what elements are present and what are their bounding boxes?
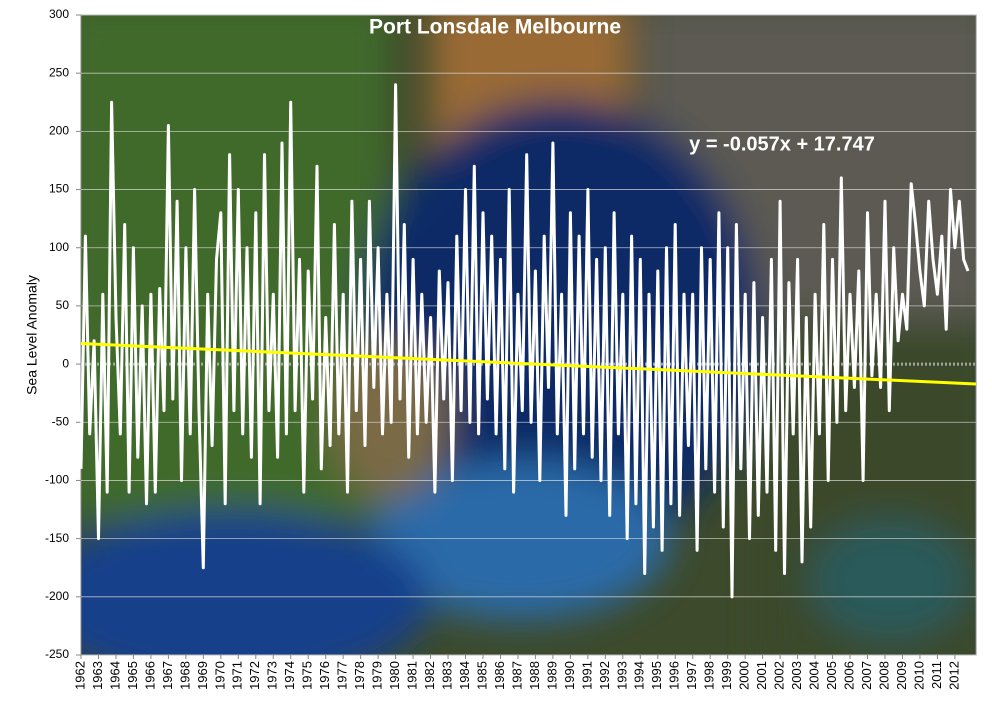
x-tick-label: 1972 [247, 661, 262, 690]
y-tick-label: 300 [49, 7, 69, 21]
x-tick-label: 1989 [544, 661, 559, 690]
x-tick-label: 1975 [300, 661, 315, 690]
x-tick-label: 1963 [90, 661, 105, 690]
x-tick-label: 1985 [474, 661, 489, 690]
x-tick-label: 1995 [649, 661, 664, 690]
trend-equation: y = -0.057x + 17.747 [689, 133, 875, 155]
x-tick-label: 2009 [894, 661, 909, 690]
x-tick-label: 1964 [107, 661, 122, 690]
data-line [79, 83, 970, 599]
x-tick-label: 1998 [702, 661, 717, 690]
chart-layer: -250 -200 -150 -100 -50 0 50 100 150 200 250 300 196… [45, 7, 977, 690]
y-axis-label: Sea Level Anomaly [24, 275, 40, 395]
x-tick-label: 2011 [929, 661, 944, 689]
x-tick-label: 2004 [807, 661, 822, 690]
x-tick-label: 1980 [387, 661, 402, 690]
x-tick-label: 1997 [684, 661, 699, 690]
x-tick-label: 1977 [335, 661, 350, 690]
x-tick-label: 2008 [876, 661, 891, 690]
x-tick-label: 2005 [824, 661, 839, 690]
x-tick-label: 1987 [509, 661, 524, 690]
y-tick-label: 150 [49, 182, 69, 196]
y-tick-label: 100 [49, 240, 69, 254]
x-tick-label: 1984 [457, 661, 472, 690]
x-tick-label: 1969 [195, 661, 210, 690]
y-tick-label: 50 [56, 298, 70, 312]
x-tick-label: 2000 [737, 661, 752, 690]
x-tick-label: 2010 [911, 661, 926, 690]
x-tick-label: 2003 [789, 661, 804, 690]
x-tick-label: 1979 [370, 661, 385, 690]
y-tick-label: -200 [45, 589, 69, 603]
x-tick-label: 1988 [527, 661, 542, 690]
x-tick-label: 1978 [352, 661, 367, 690]
x-tick-label: 1967 [160, 661, 175, 690]
x-tick-label: 1994 [632, 661, 647, 690]
y-tick-label: -100 [45, 473, 69, 487]
x-tick-label: 2007 [859, 661, 874, 690]
x-tick-label: 1982 [422, 661, 437, 690]
x-tick-label: 1973 [265, 661, 280, 690]
trend-line [80, 341, 977, 386]
y-tick-label: 250 [49, 65, 69, 79]
x-tick-label: 1991 [579, 661, 594, 690]
x-tick-label: 1993 [614, 661, 629, 690]
x-tick-label: 2001 [754, 661, 769, 690]
y-tick-label: 0 [62, 356, 69, 370]
x-tick-label: 1996 [667, 661, 682, 690]
y-tick-label: 200 [49, 124, 69, 138]
x-tick-label: 1999 [719, 661, 734, 690]
x-tick-label: 2012 [946, 661, 961, 690]
x-tick-label: 1962 [72, 661, 87, 690]
x-tick-label: 1966 [142, 661, 157, 690]
x-tick-label: 1986 [492, 661, 507, 690]
x-tick-label: 2002 [772, 661, 787, 690]
x-tick-label: 1990 [562, 661, 577, 690]
x-tick-label: 1965 [125, 661, 140, 690]
x-tick-label: 1970 [212, 661, 227, 690]
y-tick-label: -150 [45, 531, 69, 545]
chart-title: Port Lonsdale Melbourne [369, 16, 621, 39]
x-tick-label: 2006 [841, 661, 856, 690]
y-tick-label: -250 [45, 647, 69, 661]
x-tick-label: 1971 [230, 661, 245, 690]
x-tick-label: 1981 [405, 661, 420, 690]
y-tick-label: -50 [52, 414, 70, 428]
x-tick-label: 1976 [317, 661, 332, 690]
x-tick-label: 1983 [439, 661, 454, 690]
x-tick-label: 1992 [597, 661, 612, 690]
x-tick-label: 1968 [177, 661, 192, 690]
x-tick-label: 1974 [282, 661, 297, 690]
